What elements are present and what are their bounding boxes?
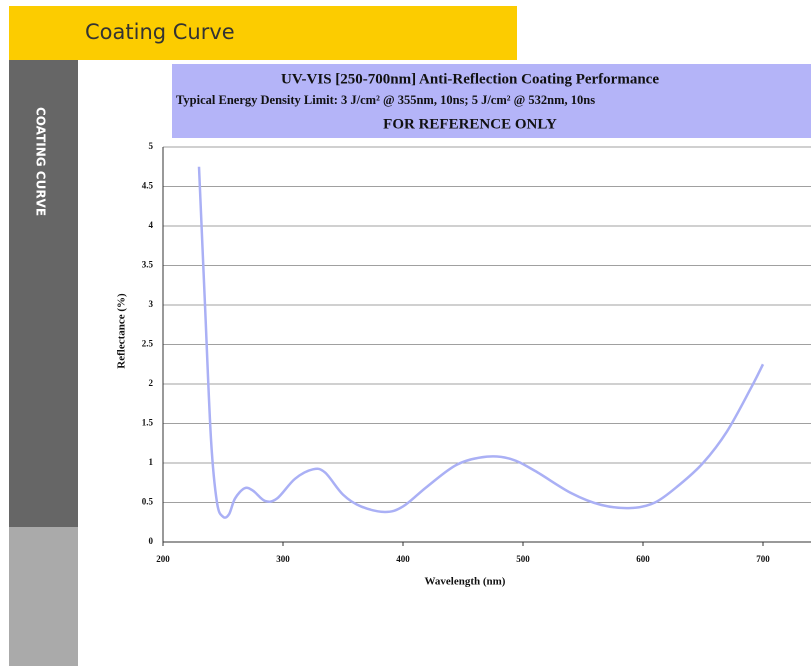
x-tick-label: 400	[396, 554, 410, 564]
data-line	[197, 166, 765, 519]
chart-title-box	[172, 64, 811, 138]
chart-annotation: FOR REFERENCE ONLY	[383, 116, 557, 132]
x-tick-label: 500	[516, 554, 530, 564]
y-tick-label: 1	[149, 457, 154, 467]
y-tick-label: 2.5	[142, 339, 154, 349]
y-tick-label: 2	[149, 378, 154, 388]
x-tick-label: 700	[756, 554, 770, 564]
sidebar	[9, 60, 78, 527]
y-axis-label: Reflectance (%)	[116, 293, 128, 369]
y-tick-label: 4.5	[142, 181, 154, 191]
y-tick-label: 3	[149, 299, 154, 309]
y-tick-label: 1.5	[142, 418, 154, 428]
y-tick-label: 0.5	[142, 497, 154, 507]
sidebar-label: COATING CURVE	[34, 107, 48, 216]
chart-title: UV-VIS [250-700nm] Anti-Reflection Coati…	[281, 71, 659, 87]
x-tick-label: 200	[156, 554, 170, 564]
y-tick-label: 5	[149, 141, 154, 151]
y-tick-label: 4	[149, 220, 154, 230]
chart-subtitle: Typical Energy Density Limit: 3 J/cm² @ …	[176, 93, 595, 107]
header-title: Coating Curve	[85, 20, 235, 44]
y-tick-label: 0	[149, 536, 154, 546]
sidebar-lower	[9, 527, 78, 666]
x-tick-label: 300	[276, 554, 290, 564]
x-axis-label: Wavelength (nm)	[425, 576, 506, 588]
header-bar	[9, 6, 517, 60]
x-tick-label: 600	[636, 554, 650, 564]
y-tick-label: 3.5	[142, 260, 154, 270]
